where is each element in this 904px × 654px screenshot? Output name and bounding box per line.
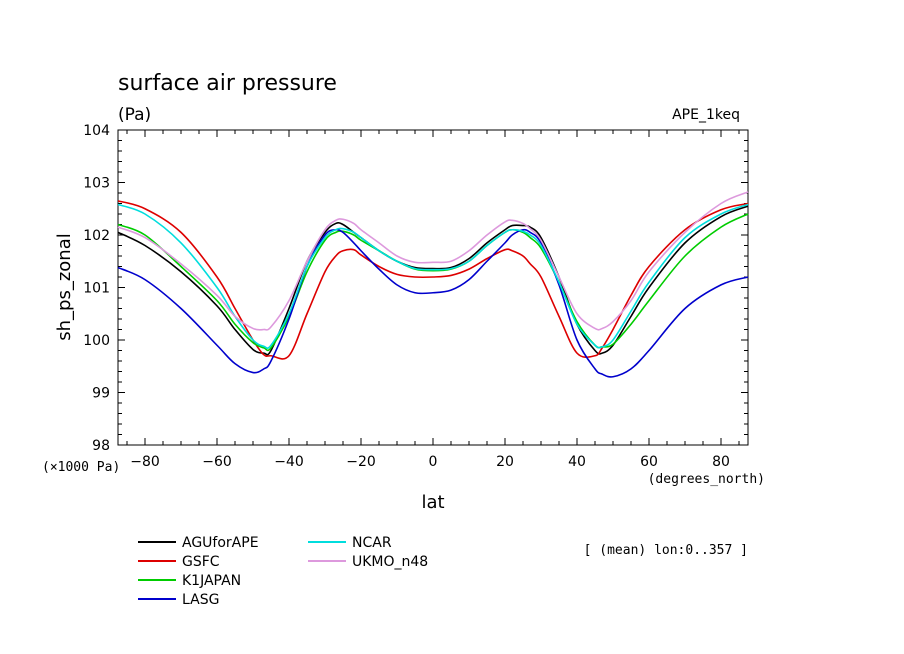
legend-label-k1japan: K1JAPAN [182,573,241,589]
series-line-gsfc [117,200,749,360]
y-tick-label: 100 [83,333,110,349]
x-axis-label: lat [421,492,444,513]
mean-note: [ (mean) lon:0..357 ] [584,543,748,558]
legend-label-lasg: LASG [182,592,219,608]
y-axis-label: sh_ps_zonal [54,233,75,341]
legend: AGUforAPE GSFC K1JAPAN LASG NCAR UKMO_n48 [138,535,428,608]
y-tick-label: 102 [83,228,110,244]
y-tick-label: 103 [83,176,110,192]
series-line-ukmo_n48 [117,191,749,331]
y-scale-note: (×1000 Pa) [42,460,120,475]
tick-labels: −80 −60 −40 −20 0 20 40 60 80 98 99 100 101 102 103 104 [83,123,730,470]
x-tick-label: 20 [496,454,514,470]
x-tick-label: −40 [274,454,304,470]
series-group [117,191,749,378]
chart-title: surface air pressure [118,71,337,96]
axis-ticks [118,129,748,446]
legend-label-ukmo_n48: UKMO_n48 [352,554,428,570]
y-tick-label: 98 [92,438,110,454]
legend-label-gsfc: GSFC [182,554,220,570]
series-line-ncar [117,203,749,349]
y-tick-label: 101 [83,281,110,297]
x-tick-label: 60 [640,454,658,470]
legend-label-aguforape: AGUforAPE [182,535,259,551]
x-tick-label: 0 [429,454,438,470]
experiment-label: APE_1keq [672,107,740,123]
x-tick-label: −20 [346,454,376,470]
x-tick-label: −80 [130,454,160,470]
x-tick-label: 80 [712,454,730,470]
y-tick-label: 99 [92,386,110,402]
x-tick-label: 40 [568,454,586,470]
series-line-lasg [117,228,749,378]
legend-label-ncar: NCAR [352,535,392,551]
plot-frame [117,129,749,446]
chart-units: (Pa) [118,105,151,125]
x-units-label: (degrees_north) [648,472,765,487]
y-tick-label: 104 [83,123,110,139]
series-line-aguforape [117,205,749,356]
x-tick-label: −60 [202,454,232,470]
